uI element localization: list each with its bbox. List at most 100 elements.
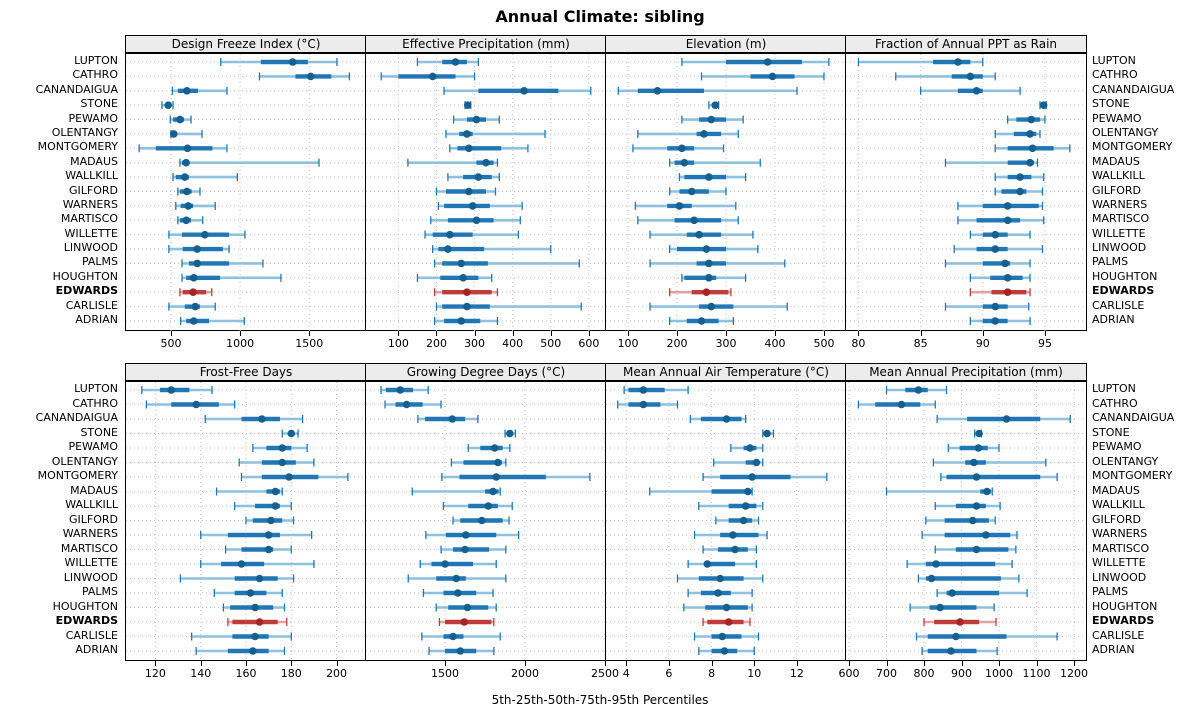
axis-tick-mark bbox=[849, 661, 850, 666]
axis-tick-mark bbox=[726, 331, 727, 336]
axis-tick-label: 200 bbox=[425, 337, 447, 350]
site-label-houghton: HOUGHTON bbox=[52, 599, 118, 613]
axis-tick-mark bbox=[1036, 661, 1038, 666]
site-label-warners: WARNERS bbox=[62, 197, 118, 211]
site-label-adrian: ADRIAN bbox=[75, 313, 118, 326]
percentiles-caption: 5th-25th-50th-75th-95th Percentiles bbox=[491, 693, 709, 707]
axis-tick-mark bbox=[445, 661, 447, 666]
axis-tick-label: 600 bbox=[838, 667, 860, 680]
axis-tick-mark bbox=[170, 331, 172, 336]
site-label-houghton: HOUGHTON bbox=[1092, 599, 1158, 613]
site-label-linwood: LINWOOD bbox=[1092, 570, 1147, 584]
axis-tick-label: 700 bbox=[876, 667, 897, 680]
axis-tick-label: 12 bbox=[789, 667, 804, 680]
axis-tick-mark bbox=[823, 331, 825, 336]
site-label-carlisle: CARLISLE bbox=[1092, 298, 1145, 312]
site-label-edwards: EDWARDS bbox=[55, 614, 118, 627]
panel-strip-title: Growing Degree Days (°C) bbox=[365, 363, 607, 381]
axis-tick-mark bbox=[436, 331, 438, 336]
axis-tick-mark bbox=[628, 331, 630, 336]
axis-tick-label: 500 bbox=[540, 337, 562, 350]
site-label-gilford: GILFORD bbox=[1092, 512, 1141, 526]
axis-tick-mark bbox=[336, 661, 338, 666]
axis-tick-mark bbox=[605, 661, 607, 666]
site-label-madaus: MADAUS bbox=[1092, 154, 1140, 168]
axis-tick-label: 200 bbox=[326, 667, 348, 680]
panel-strip-title: Mean Annual Precipitation (mm) bbox=[845, 363, 1087, 381]
axis-tick-mark bbox=[754, 661, 756, 666]
site-label-carlisle: CARLISLE bbox=[1092, 628, 1145, 642]
site-label-montgomery: MONTGOMERY bbox=[37, 140, 118, 154]
axis-tick-label: 4 bbox=[622, 667, 630, 680]
site-label-montgomery: MONTGOMERY bbox=[37, 469, 118, 482]
site-label-wallkill: WALLKILL bbox=[65, 169, 118, 183]
site-label-wallkill: WALLKILL bbox=[65, 498, 118, 511]
panel-strip-title: Mean Annual Air Temperature (°C) bbox=[605, 363, 847, 381]
panel-growing-degree-days-c- bbox=[365, 381, 607, 661]
axis-tick-mark bbox=[525, 661, 527, 666]
panel-frost-free-days bbox=[125, 381, 367, 661]
axis-tick-label: 400 bbox=[502, 337, 524, 350]
axis-tick-mark bbox=[677, 331, 679, 336]
axis-tick-mark bbox=[155, 661, 157, 666]
site-label-lupton: LUPTON bbox=[1092, 382, 1136, 395]
site-label-houghton: HOUGHTON bbox=[1092, 269, 1158, 283]
site-label-stone: STONE bbox=[1092, 425, 1130, 439]
axis-tick-label: 1000 bbox=[226, 337, 255, 350]
site-label-martisco: MARTISCO bbox=[60, 541, 118, 555]
axis-tick-mark bbox=[961, 661, 963, 666]
axis-tick-label: 100 bbox=[617, 337, 639, 350]
site-label-olentangy: OLENTANGY bbox=[51, 125, 118, 139]
site-label-martisco: MARTISCO bbox=[1092, 541, 1150, 555]
site-label-lupton: LUPTON bbox=[1092, 54, 1136, 67]
site-label-cathro: CATHRO bbox=[1092, 68, 1138, 82]
panel-strip-title: Fraction of Annual PPT as Rain bbox=[845, 35, 1087, 53]
axis-tick-mark bbox=[924, 661, 925, 666]
site-label-gilford: GILFORD bbox=[69, 512, 118, 526]
site-label-stone: STONE bbox=[80, 425, 118, 439]
site-label-montgomery: MONTGOMERY bbox=[1092, 140, 1173, 154]
axis-tick-label: 2000 bbox=[511, 667, 540, 680]
chart-title: Annual Climate: sibling bbox=[495, 7, 705, 26]
site-label-palms: PALMS bbox=[1092, 585, 1129, 598]
site-label-warners: WARNERS bbox=[1092, 197, 1148, 211]
axis-tick-mark bbox=[240, 331, 242, 336]
site-label-pewamo: PEWAMO bbox=[68, 111, 118, 125]
axis-tick-label: 1200 bbox=[1060, 667, 1088, 680]
axis-tick-mark bbox=[711, 661, 713, 666]
panel-effective-precipitation-mm- bbox=[365, 53, 607, 331]
site-label-madaus: MADAUS bbox=[70, 483, 118, 497]
site-label-wallkill: WALLKILL bbox=[1092, 498, 1145, 511]
axis-tick-label: 10 bbox=[747, 667, 762, 680]
site-label-canandaigua: CANANDAIGUA bbox=[1092, 411, 1175, 424]
site-label-cathro: CATHRO bbox=[72, 68, 118, 82]
site-label-palms: PALMS bbox=[81, 585, 118, 598]
site-label-canandaigua: CANANDAIGUA bbox=[35, 411, 118, 424]
axis-tick-label: 100 bbox=[387, 337, 409, 350]
site-label-warners: WARNERS bbox=[62, 527, 118, 540]
site-label-edwards: EDWARDS bbox=[55, 284, 118, 298]
site-label-gilford: GILFORD bbox=[69, 183, 118, 197]
axis-tick-label: 200 bbox=[666, 337, 688, 350]
site-label-edwards: EDWARDS bbox=[1092, 284, 1155, 298]
axis-tick-mark bbox=[550, 331, 552, 336]
panel-strip-title: Elevation (m) bbox=[605, 35, 847, 53]
site-label-pewamo: PEWAMO bbox=[1092, 440, 1142, 453]
site-label-pewamo: PEWAMO bbox=[1092, 111, 1142, 125]
site-label-willette: WILLETTE bbox=[64, 556, 118, 569]
panel-mean-annual-air-temperature-c- bbox=[605, 381, 847, 661]
axis-tick-label: 400 bbox=[764, 337, 786, 350]
panel-fraction-of-annual-ppt-as-rain bbox=[845, 53, 1087, 331]
axis-tick-mark bbox=[588, 331, 590, 336]
axis-tick-mark bbox=[512, 331, 514, 336]
site-label-stone: STONE bbox=[1092, 97, 1130, 111]
site-label-houghton: HOUGHTON bbox=[52, 269, 118, 283]
panel-strip-title: Effective Precipitation (mm) bbox=[365, 35, 607, 53]
site-label-palms: PALMS bbox=[81, 255, 118, 269]
site-label-martisco: MARTISCO bbox=[1092, 212, 1150, 226]
site-label-gilford: GILFORD bbox=[1092, 183, 1141, 197]
axis-tick-label: 90 bbox=[975, 337, 990, 350]
axis-tick-label: 95 bbox=[1037, 337, 1052, 350]
site-label-olentangy: OLENTANGY bbox=[51, 454, 118, 468]
